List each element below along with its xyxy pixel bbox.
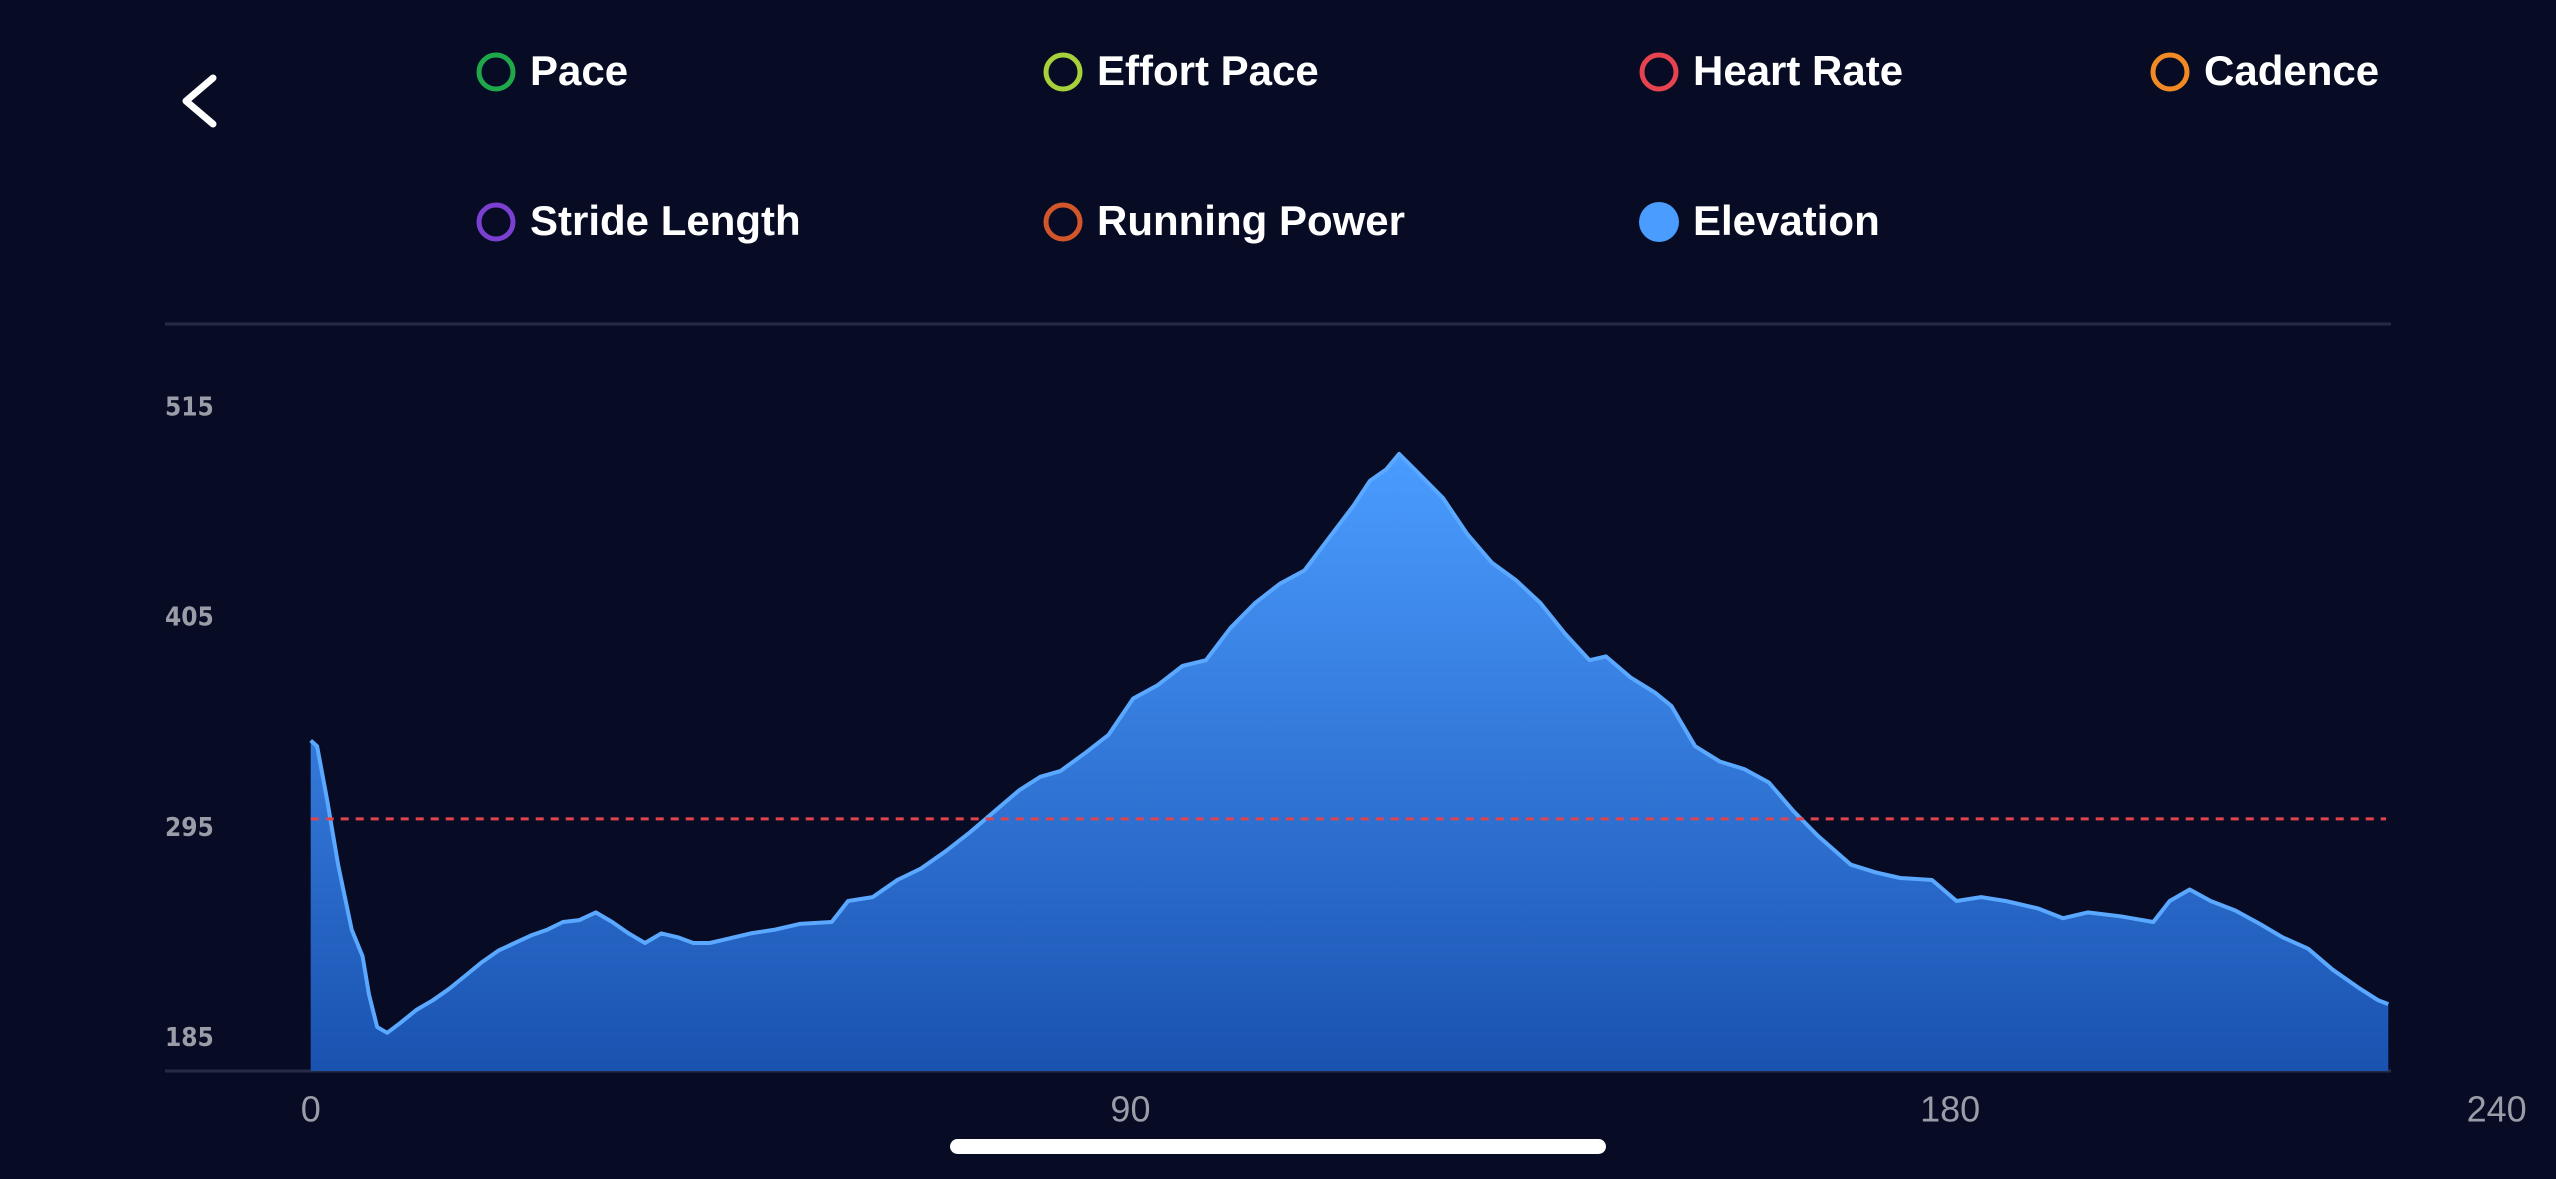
legend-marker[interactable] bbox=[1043, 202, 1083, 242]
elevation-line bbox=[309, 451, 2390, 1035]
legend-marker[interactable] bbox=[476, 202, 516, 242]
legend-label[interactable]: Heart Rate bbox=[1693, 47, 1903, 94]
y-tick-label: 515 bbox=[165, 393, 214, 423]
legend-label[interactable]: Effort Pace bbox=[1097, 47, 1319, 94]
legend-label[interactable]: Pace bbox=[530, 47, 628, 94]
x-tick-label: 240 bbox=[2467, 1089, 2527, 1130]
legend-label[interactable]: Cadence bbox=[2204, 47, 2379, 94]
x-tick-label: 90 bbox=[1110, 1089, 1150, 1130]
legend-label[interactable]: Elevation bbox=[1693, 197, 1880, 244]
legend-marker[interactable] bbox=[2150, 52, 2190, 92]
legend-label[interactable]: Running Power bbox=[1097, 197, 1405, 244]
legend-marker[interactable] bbox=[476, 52, 516, 92]
x-tick-label: 0 bbox=[301, 1089, 321, 1130]
legend-marker[interactable] bbox=[1639, 52, 1679, 92]
home-indicator bbox=[950, 1139, 1606, 1154]
legend-marker[interactable] bbox=[1043, 52, 1083, 92]
back-button[interactable] bbox=[182, 74, 217, 128]
legend-label[interactable]: Stride Length bbox=[530, 197, 801, 244]
y-tick-label: 295 bbox=[165, 813, 214, 843]
y-tick-label: 185 bbox=[165, 1023, 214, 1053]
elevation-area bbox=[310, 453, 2389, 1071]
x-tick-label: 180 bbox=[1920, 1089, 1980, 1130]
legend-marker[interactable] bbox=[1639, 202, 1679, 242]
y-tick-label: 405 bbox=[165, 603, 214, 633]
